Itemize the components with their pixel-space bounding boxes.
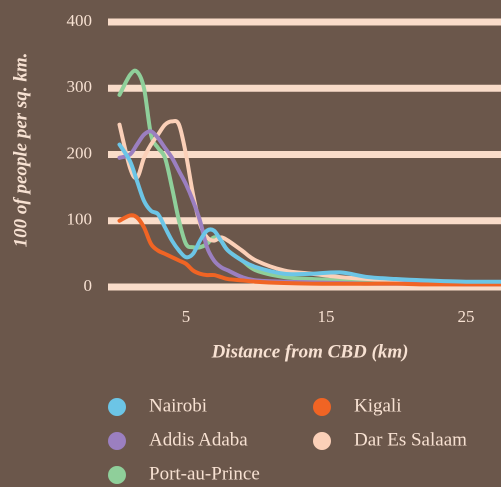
legend-label: Dar Es Salaam bbox=[354, 429, 467, 450]
series-line bbox=[117, 118, 501, 286]
y-tick-label: 300 bbox=[67, 77, 93, 96]
x-tick-label: 25 bbox=[458, 307, 475, 326]
x-tick-label: 5 bbox=[182, 307, 191, 326]
legend-marker bbox=[108, 398, 126, 416]
legend-marker bbox=[313, 432, 331, 450]
series-line bbox=[117, 68, 501, 286]
y-axis-title: 100 of people per sq. km. bbox=[10, 53, 31, 248]
x-tick-label: 15 bbox=[318, 307, 335, 326]
y-tick-label: 200 bbox=[67, 143, 93, 162]
series-line bbox=[117, 142, 501, 284]
legend-marker bbox=[108, 466, 126, 484]
legend-label: Kigali bbox=[354, 395, 402, 416]
y-tick-label: 100 bbox=[67, 210, 93, 229]
series-line bbox=[117, 213, 501, 287]
legend-marker bbox=[108, 432, 126, 450]
legend-label: Port-au-Prince bbox=[149, 463, 260, 484]
y-tick-label: 400 bbox=[67, 11, 93, 30]
legend-label: Nairobi bbox=[149, 395, 207, 416]
x-axis-title: Distance from CBD (km) bbox=[211, 341, 409, 362]
legend-marker bbox=[313, 398, 331, 416]
y-tick-label: 0 bbox=[84, 276, 93, 295]
legend-label: Addis Adaba bbox=[149, 429, 248, 450]
